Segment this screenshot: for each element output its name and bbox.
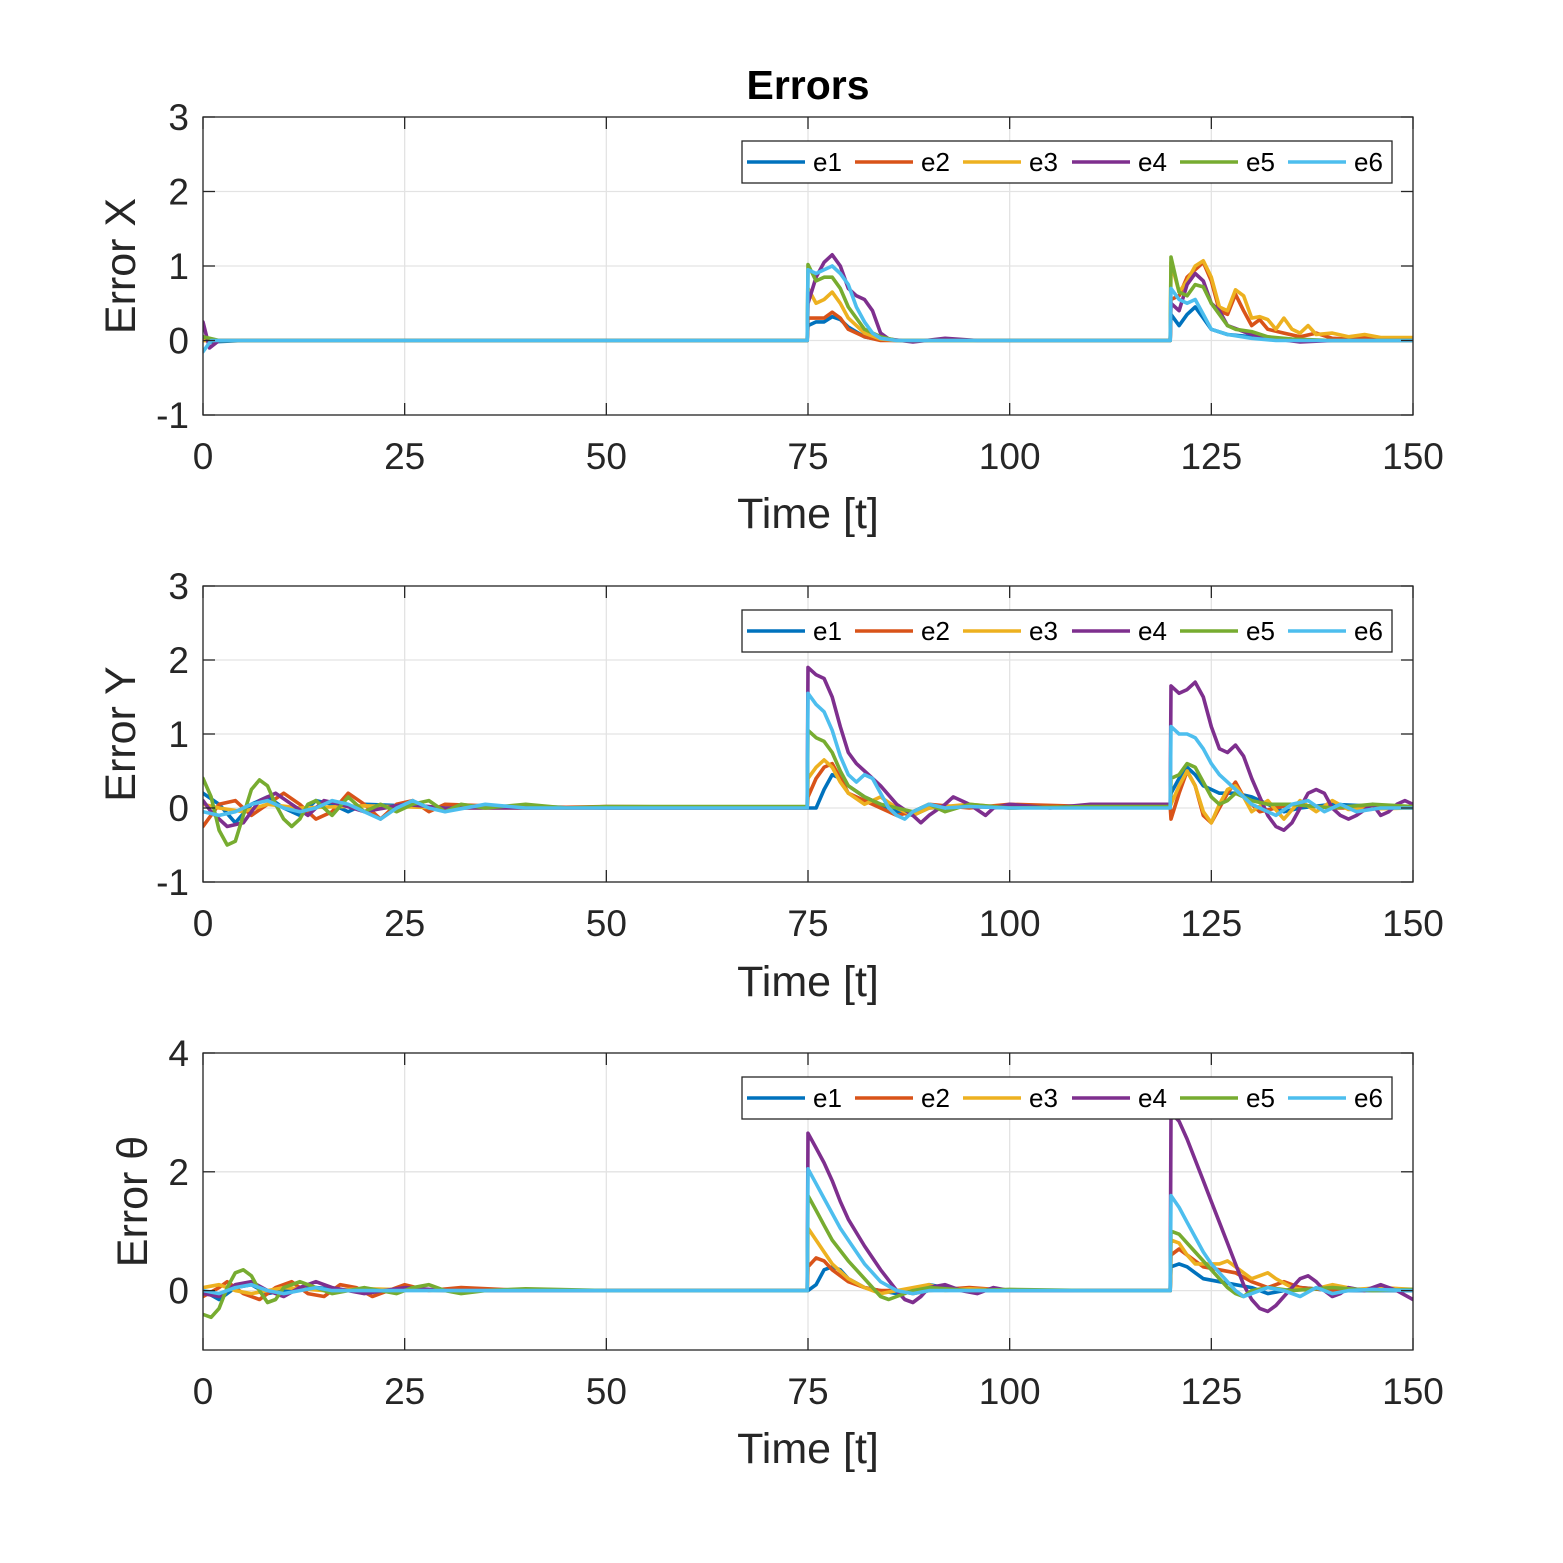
figure-title: Errors bbox=[746, 62, 869, 108]
legend-label-e4: e4 bbox=[1138, 616, 1167, 646]
series-line-e3 bbox=[203, 259, 1413, 343]
y-tick-label: 0 bbox=[168, 1271, 189, 1312]
x-tick-label: 75 bbox=[787, 903, 828, 944]
y-tick-label: 2 bbox=[168, 1152, 189, 1193]
y-tick-label: 1 bbox=[168, 246, 189, 287]
y-tick-label: -1 bbox=[156, 395, 189, 436]
y-tick-label: 0 bbox=[168, 321, 189, 362]
series-line-e5 bbox=[203, 728, 1413, 847]
x-tick-label: 100 bbox=[979, 903, 1041, 944]
series-line-e6 bbox=[203, 1167, 1413, 1299]
series-group bbox=[203, 253, 1413, 354]
y-tick-label: 0 bbox=[168, 788, 189, 829]
x-tick-label: 125 bbox=[1180, 436, 1242, 477]
y-axis-label: Error X bbox=[97, 198, 145, 334]
subplot-3: 0 25 50 75 100 125 150 0 2 4 Time [t] Error θ e1 e2 e3… bbox=[109, 1033, 1444, 1473]
y-axis-label: Error Y bbox=[97, 666, 145, 801]
legend-label-e1: e1 bbox=[813, 147, 842, 177]
legend-label-e4: e4 bbox=[1138, 147, 1167, 177]
x-tick-label: 0 bbox=[193, 1371, 214, 1412]
series-group bbox=[203, 665, 1413, 847]
legend-label-e2: e2 bbox=[921, 616, 950, 646]
x-tick-label: 150 bbox=[1382, 903, 1444, 944]
series-group bbox=[203, 1110, 1413, 1320]
y-tick-label: 1 bbox=[168, 714, 189, 755]
y-tick-label: 3 bbox=[168, 97, 189, 138]
y-tick-label: 4 bbox=[168, 1033, 189, 1074]
x-axis-label: Time [t] bbox=[737, 1425, 879, 1473]
y-tick-label: 2 bbox=[168, 172, 189, 213]
y-tick-label: -1 bbox=[156, 862, 189, 903]
x-axis-label: Time [t] bbox=[737, 490, 879, 538]
x-tick-label: 0 bbox=[193, 903, 214, 944]
legend-label-e5: e5 bbox=[1246, 1083, 1275, 1113]
x-tick-label: 125 bbox=[1180, 903, 1242, 944]
legend-label-e5: e5 bbox=[1246, 616, 1275, 646]
x-tick-label: 75 bbox=[787, 1371, 828, 1412]
x-tick-label: 100 bbox=[979, 436, 1041, 477]
x-tick-label: 50 bbox=[586, 903, 627, 944]
legend-box bbox=[741, 609, 1393, 653]
legend-label-e3: e3 bbox=[1029, 1083, 1058, 1113]
legend-label-e4: e4 bbox=[1138, 1083, 1167, 1113]
series-line-e6 bbox=[203, 264, 1413, 354]
x-tick-label: 150 bbox=[1382, 436, 1444, 477]
series-line-e2 bbox=[203, 1247, 1413, 1302]
x-tick-label: 25 bbox=[384, 903, 425, 944]
legend-box bbox=[741, 1076, 1393, 1120]
legend-label-e2: e2 bbox=[921, 1083, 950, 1113]
y-tick-label: 3 bbox=[168, 566, 189, 607]
legend-box bbox=[741, 140, 1393, 184]
legend: e1 e2 e3 e4 e5 e6 bbox=[741, 140, 1393, 184]
x-tick-label: 25 bbox=[384, 1371, 425, 1412]
legend-label-e5: e5 bbox=[1246, 147, 1275, 177]
series-line-e5 bbox=[203, 255, 1413, 343]
legend-label-e6: e6 bbox=[1354, 147, 1383, 177]
legend-label-e6: e6 bbox=[1354, 616, 1383, 646]
series-line-e6 bbox=[203, 691, 1413, 821]
legend-label-e2: e2 bbox=[921, 147, 950, 177]
legend-label-e3: e3 bbox=[1029, 147, 1058, 177]
legend-label-e1: e1 bbox=[813, 616, 842, 646]
legend-label-e3: e3 bbox=[1029, 616, 1058, 646]
series-line-e4 bbox=[203, 1110, 1413, 1314]
legend-label-e1: e1 bbox=[813, 1083, 842, 1113]
x-tick-label: 50 bbox=[586, 1371, 627, 1412]
y-axis-label: Error θ bbox=[109, 1136, 157, 1267]
x-tick-label: 25 bbox=[384, 436, 425, 477]
legend-label-e6: e6 bbox=[1354, 1083, 1383, 1113]
x-tick-label: 125 bbox=[1180, 1371, 1242, 1412]
y-tick-label: 2 bbox=[168, 640, 189, 681]
legend: e1 e2 e3 e4 e5 e6 bbox=[741, 609, 1393, 653]
legend: e1 e2 e3 e4 e5 e6 bbox=[741, 1076, 1393, 1120]
x-tick-label: 100 bbox=[979, 1371, 1041, 1412]
x-tick-label: 150 bbox=[1382, 1371, 1444, 1412]
x-tick-label: 0 bbox=[193, 436, 214, 477]
x-tick-label: 75 bbox=[787, 436, 828, 477]
x-tick-label: 50 bbox=[586, 436, 627, 477]
x-axis-label: Time [t] bbox=[737, 958, 879, 1006]
